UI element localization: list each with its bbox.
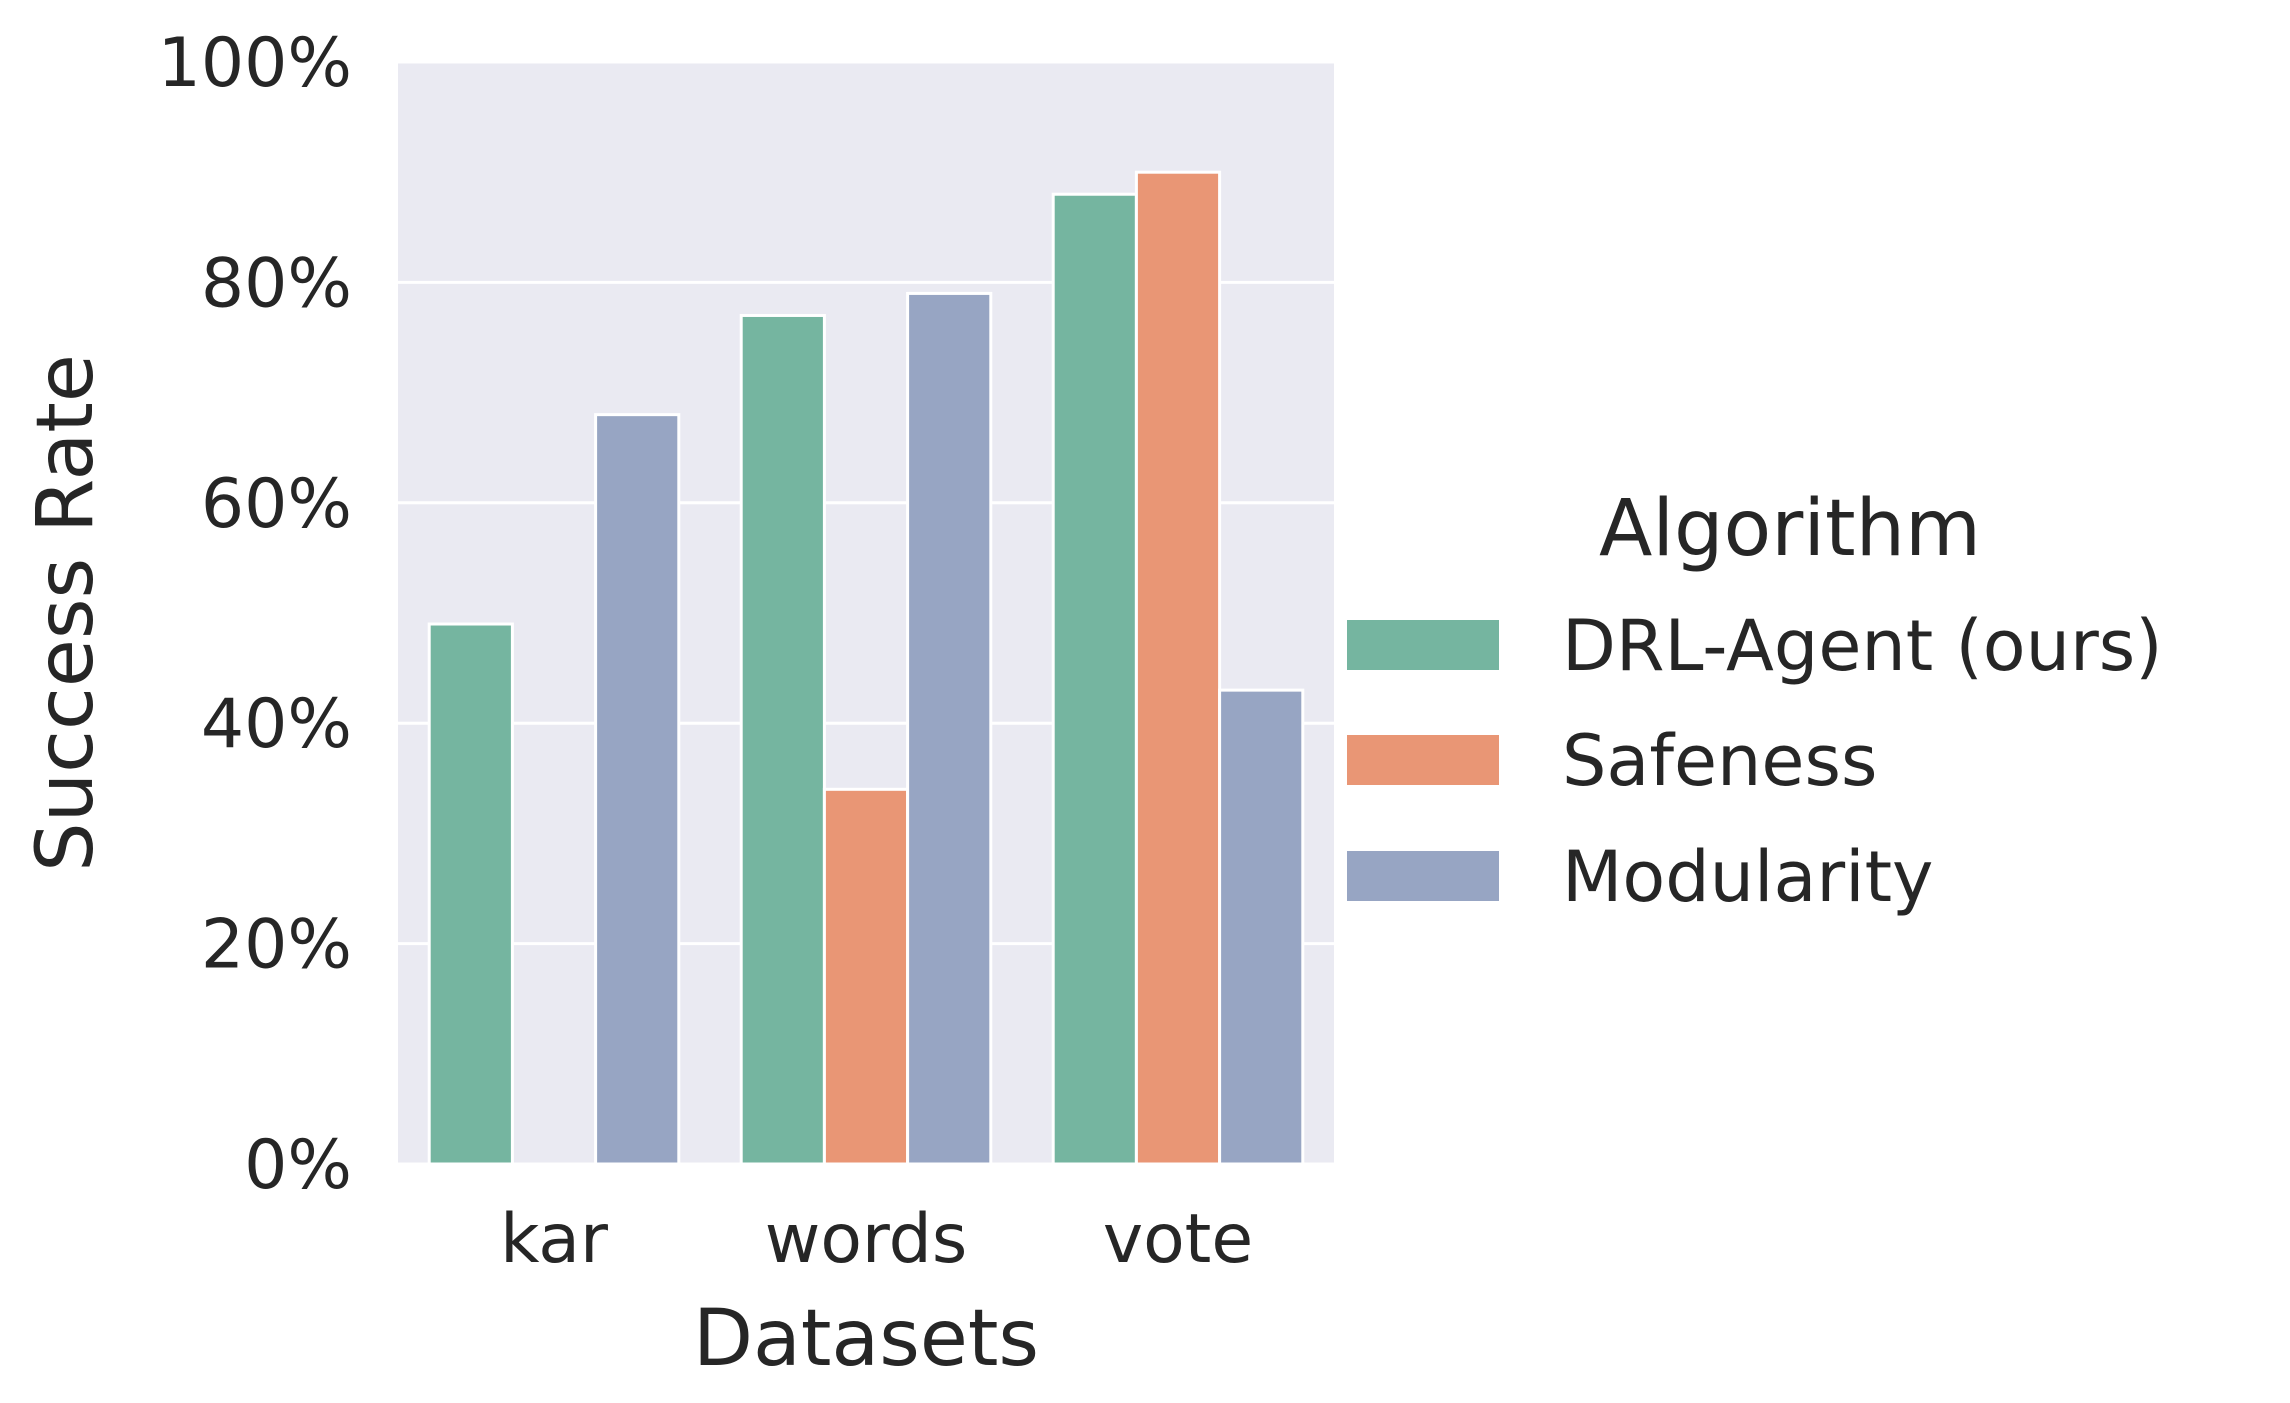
x-axis-label: Datasets — [693, 1294, 1039, 1384]
x-tick-label: vote — [1103, 1200, 1253, 1279]
legend-swatch — [1345, 733, 1501, 787]
bar-vote-0 — [1051, 192, 1138, 1166]
bars — [427, 170, 1305, 1166]
legend: Algorithm DRL-Agent (ours) Safeness Modula… — [1345, 484, 2163, 918]
y-tick-label: 0% — [244, 1126, 352, 1205]
y-tick-labels: 0% 20% 40% 60% 80% 100% — [158, 24, 352, 1205]
y-tick-label: 40% — [201, 685, 352, 764]
bar-vote-2 — [1218, 688, 1305, 1166]
legend-label: Safeness — [1562, 720, 1877, 802]
y-tick-label: 80% — [201, 244, 352, 323]
legend-swatch — [1345, 618, 1501, 672]
bar-kar-2 — [594, 413, 681, 1166]
legend-title: Algorithm — [1599, 484, 1981, 574]
bar-words-0 — [739, 313, 826, 1166]
bar-words-2 — [906, 291, 993, 1166]
legend-label: Modularity — [1562, 836, 1933, 918]
legend-label: DRL-Agent (ours) — [1562, 605, 2163, 687]
y-tick-label: 60% — [201, 465, 352, 544]
legend-swatch — [1345, 849, 1501, 903]
x-tick-labels: kar words vote — [500, 1200, 1253, 1279]
x-tick-label: words — [765, 1200, 968, 1279]
bar-words-1 — [822, 787, 910, 1166]
y-tick-label: 20% — [201, 906, 352, 985]
y-axis-label: Success Rate — [21, 354, 111, 872]
y-tick-label: 100% — [158, 24, 352, 103]
bar-kar-0 — [427, 622, 514, 1166]
x-tick-label: kar — [500, 1200, 608, 1279]
bar-vote-1 — [1134, 170, 1222, 1166]
